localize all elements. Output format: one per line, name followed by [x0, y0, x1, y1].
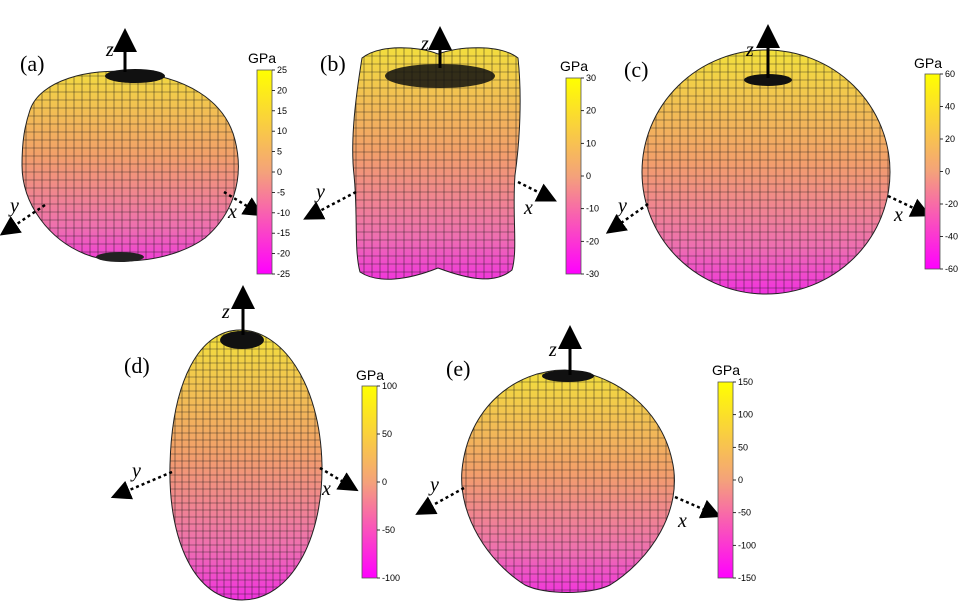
colorbar-tick-label: 10 — [277, 126, 287, 136]
colorbar-tick-label: 100 — [382, 381, 397, 391]
colorbar-tick-label: 0 — [382, 477, 387, 487]
colorbar-tick-label: -10 — [586, 204, 599, 214]
colorbar-gradient — [924, 73, 941, 270]
colorbar-unit: GPa — [914, 55, 942, 71]
colorbar-tick-label: 20 — [586, 106, 596, 116]
colorbar-tick-label: 0 — [945, 167, 950, 177]
colorbar-unit: GPa — [560, 58, 588, 74]
x-axis-arrow — [517, 180, 557, 202]
colorbar-unit: GPa — [356, 367, 384, 383]
colorbar-gradient — [361, 385, 378, 579]
colorbar: 60 40 20 0 -20 -40 -60 — [924, 69, 958, 274]
colorbar-tick-label: 100 — [738, 410, 753, 420]
colorbar-tick-label: -25 — [277, 269, 290, 279]
y-axis-arrow — [415, 486, 465, 515]
colorbar-tick-label: 0 — [586, 171, 591, 181]
z-axis-label: z — [548, 339, 557, 361]
x-axis-label: x — [321, 478, 331, 500]
elastic-surface — [642, 50, 890, 294]
colorbar-tick-label: -100 — [382, 573, 400, 583]
colorbar-gradient — [565, 77, 582, 275]
panel-label: (a) — [20, 51, 44, 76]
y-axis-arrow — [110, 470, 173, 500]
panel-a: (a) z y x GPa 25 20 15 10 5 0 -5 -10 -15 -20 -25 — [0, 28, 290, 279]
y-axis-label: y — [616, 195, 627, 217]
z-axis-label: z — [105, 39, 114, 61]
panel-b: (b) z y x GPa 30 20 10 0 -10 -20 -30 — [303, 26, 599, 280]
z-axis-label: z — [745, 39, 754, 61]
colorbar: 30 20 10 0 -10 -20 -30 — [565, 73, 599, 279]
colorbar-tick-label: -100 — [738, 540, 756, 550]
colorbar-tick-label: 10 — [586, 138, 596, 148]
colorbar-tick-label: 40 — [945, 102, 955, 112]
elastic-surface — [352, 47, 521, 280]
colorbar-unit: GPa — [248, 50, 276, 66]
panel-d: (d) z y x GPa 100 50 0 -50 -100 — [110, 285, 400, 601]
colorbar: 25 20 15 10 5 0 -5 -10 -15 -20 -25 — [256, 65, 290, 279]
panel-c: (c) z y x GPa 60 40 20 0 -20 -40 -60 — [605, 24, 958, 295]
colorbar: 150 100 50 0 -50 -100 -150 — [717, 377, 756, 583]
y-axis-label: y — [130, 460, 141, 482]
colorbar-tick-label: 50 — [382, 429, 392, 439]
elastic-surface — [169, 330, 323, 600]
colorbar-tick-label: 15 — [277, 106, 287, 116]
colorbar-tick-label: -20 — [277, 249, 290, 259]
pole-cap — [96, 252, 144, 262]
y-axis-arrow — [0, 203, 46, 236]
pole-cap — [744, 74, 792, 86]
colorbar-tick-label: 30 — [586, 73, 596, 83]
colorbar-tick-label: -20 — [586, 236, 599, 246]
y-axis-label: y — [314, 181, 325, 203]
colorbar-tick-label: 150 — [738, 377, 753, 387]
panel-label: (e) — [446, 356, 470, 381]
y-axis-arrow — [303, 190, 357, 220]
colorbar-tick-label: 0 — [738, 475, 743, 485]
elastic-surface — [461, 370, 675, 593]
x-axis-arrow — [887, 194, 932, 217]
colorbar-tick-label: 5 — [277, 147, 282, 157]
y-axis-arrow — [605, 202, 649, 234]
colorbar-tick-label: 60 — [945, 69, 955, 79]
z-axis-label: z — [221, 301, 230, 323]
panel-label: (c) — [624, 57, 648, 82]
elastic-surface — [22, 71, 239, 261]
colorbar-tick-label: -20 — [945, 199, 958, 209]
colorbar-tick-label: 50 — [738, 442, 748, 452]
x-axis-arrow — [223, 190, 264, 217]
colorbar-tick-label: -50 — [382, 525, 395, 535]
colorbar-tick-label: 25 — [277, 65, 287, 75]
pole-cap — [105, 69, 165, 83]
panel-e: (e) z y x GPa 150 100 50 0 -50 -100 -150 — [415, 325, 756, 593]
colorbar-gradient — [256, 69, 273, 275]
colorbar-tick-label: -40 — [945, 232, 958, 242]
pole-cap — [385, 64, 495, 88]
x-axis-label: x — [893, 204, 903, 226]
z-axis-label: z — [420, 33, 429, 55]
y-axis-label: y — [8, 195, 19, 217]
colorbar-tick-label: -150 — [738, 573, 756, 583]
colorbar-tick-label: -10 — [277, 208, 290, 218]
colorbar-tick-label: -30 — [586, 269, 599, 279]
colorbar-tick-label: 20 — [277, 85, 287, 95]
colorbar-tick-label: -15 — [277, 228, 290, 238]
panel-label: (d) — [124, 353, 150, 378]
panel-label: (b) — [320, 51, 346, 76]
colorbar: 100 50 0 -50 -100 — [361, 381, 400, 583]
colorbar-tick-label: 0 — [277, 167, 282, 177]
y-axis-label: y — [428, 474, 439, 496]
colorbar-gradient — [717, 381, 734, 579]
colorbar-tick-label: -50 — [738, 508, 751, 518]
pole-cap — [542, 370, 594, 382]
colorbar-tick-label: 20 — [945, 134, 955, 144]
colorbar-tick-label: -5 — [277, 187, 285, 197]
colorbar-tick-label: -60 — [945, 264, 958, 274]
x-axis-label: x — [227, 201, 237, 223]
x-axis-label: x — [677, 510, 687, 532]
x-axis-label: x — [523, 197, 533, 219]
colorbar-unit: GPa — [712, 362, 740, 378]
x-axis-arrow — [674, 495, 722, 519]
pole-cap — [220, 331, 264, 349]
